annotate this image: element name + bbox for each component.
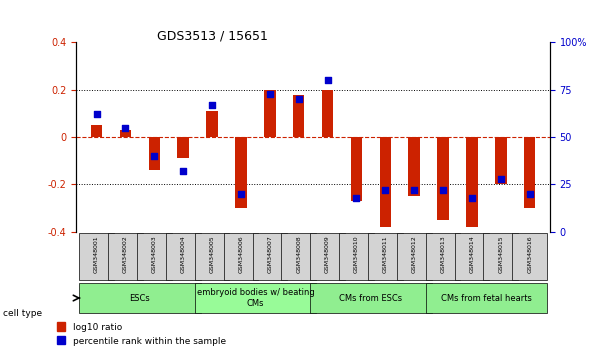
FancyBboxPatch shape bbox=[166, 233, 200, 280]
Text: GSM348008: GSM348008 bbox=[296, 235, 301, 273]
FancyBboxPatch shape bbox=[368, 233, 403, 280]
Point bbox=[525, 191, 535, 197]
Bar bbox=[495, 137, 507, 184]
Bar bbox=[379, 137, 391, 227]
Bar bbox=[408, 137, 420, 196]
Bar bbox=[148, 137, 160, 170]
Bar bbox=[91, 125, 103, 137]
Point bbox=[207, 102, 217, 108]
FancyBboxPatch shape bbox=[310, 233, 345, 280]
FancyBboxPatch shape bbox=[195, 283, 316, 313]
Bar bbox=[437, 137, 449, 220]
Bar bbox=[293, 95, 304, 137]
Point bbox=[438, 187, 448, 193]
FancyBboxPatch shape bbox=[339, 233, 374, 280]
Point bbox=[150, 153, 159, 159]
Text: GSM348007: GSM348007 bbox=[268, 235, 273, 273]
FancyBboxPatch shape bbox=[108, 233, 143, 280]
Bar bbox=[120, 130, 131, 137]
Point bbox=[92, 112, 101, 117]
FancyBboxPatch shape bbox=[224, 233, 258, 280]
FancyBboxPatch shape bbox=[455, 233, 489, 280]
FancyBboxPatch shape bbox=[252, 233, 287, 280]
Point bbox=[381, 187, 390, 193]
Text: GSM348009: GSM348009 bbox=[325, 235, 330, 273]
Text: GSM348004: GSM348004 bbox=[181, 235, 186, 273]
Text: CMs from ESCs: CMs from ESCs bbox=[339, 293, 403, 303]
Text: CMs from fetal hearts: CMs from fetal hearts bbox=[441, 293, 532, 303]
FancyBboxPatch shape bbox=[282, 233, 316, 280]
Text: GSM348013: GSM348013 bbox=[441, 235, 445, 273]
Text: ESCs: ESCs bbox=[130, 293, 150, 303]
Text: GDS3513 / 15651: GDS3513 / 15651 bbox=[157, 29, 268, 42]
Point bbox=[236, 191, 246, 197]
Point bbox=[265, 91, 275, 96]
Text: GSM348010: GSM348010 bbox=[354, 235, 359, 273]
Bar bbox=[235, 137, 247, 208]
Text: GSM348001: GSM348001 bbox=[94, 235, 99, 273]
FancyBboxPatch shape bbox=[513, 233, 547, 280]
Bar bbox=[177, 137, 189, 159]
Bar bbox=[466, 137, 478, 227]
Text: GSM348015: GSM348015 bbox=[499, 235, 503, 273]
Bar bbox=[524, 137, 535, 208]
FancyBboxPatch shape bbox=[79, 283, 200, 313]
Text: GSM348011: GSM348011 bbox=[383, 235, 388, 273]
Point bbox=[294, 96, 304, 102]
Text: GSM348002: GSM348002 bbox=[123, 235, 128, 273]
Text: GSM348014: GSM348014 bbox=[469, 235, 475, 273]
FancyBboxPatch shape bbox=[310, 283, 431, 313]
Point bbox=[178, 169, 188, 174]
FancyBboxPatch shape bbox=[137, 233, 172, 280]
FancyBboxPatch shape bbox=[79, 233, 114, 280]
Legend: log10 ratio, percentile rank within the sample: log10 ratio, percentile rank within the … bbox=[53, 320, 230, 349]
Text: cell type: cell type bbox=[3, 309, 42, 318]
Point bbox=[467, 195, 477, 200]
Point bbox=[120, 125, 130, 131]
FancyBboxPatch shape bbox=[426, 283, 547, 313]
Text: GSM348006: GSM348006 bbox=[238, 235, 243, 273]
FancyBboxPatch shape bbox=[426, 233, 461, 280]
Bar bbox=[207, 111, 218, 137]
Text: GSM348016: GSM348016 bbox=[527, 235, 532, 273]
FancyBboxPatch shape bbox=[483, 233, 518, 280]
Text: GSM348003: GSM348003 bbox=[152, 235, 157, 273]
Bar bbox=[351, 137, 362, 201]
Point bbox=[496, 176, 506, 182]
Text: GSM348005: GSM348005 bbox=[210, 235, 214, 273]
Bar bbox=[322, 90, 334, 137]
Text: embryoid bodies w/ beating
CMs: embryoid bodies w/ beating CMs bbox=[197, 288, 314, 308]
FancyBboxPatch shape bbox=[195, 233, 229, 280]
FancyBboxPatch shape bbox=[397, 233, 431, 280]
Point bbox=[351, 195, 361, 200]
Point bbox=[409, 187, 419, 193]
Point bbox=[323, 78, 332, 83]
Bar bbox=[264, 90, 276, 137]
Text: GSM348012: GSM348012 bbox=[412, 235, 417, 273]
